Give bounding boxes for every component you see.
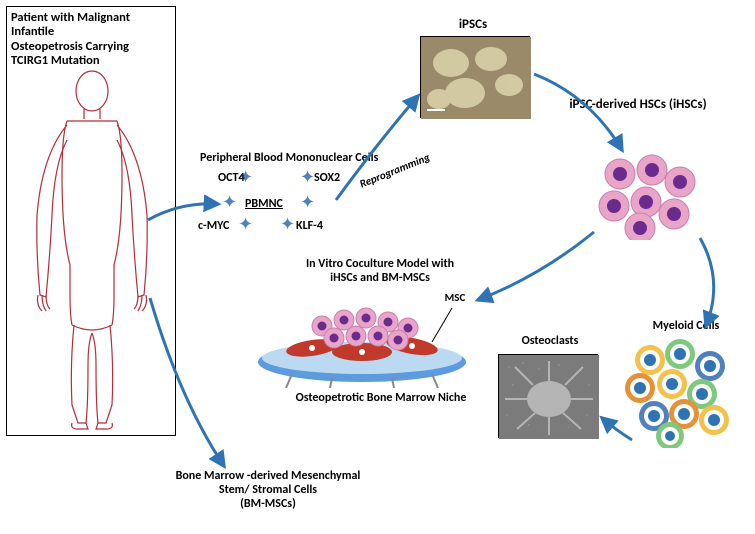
arrows-layer <box>0 0 755 534</box>
